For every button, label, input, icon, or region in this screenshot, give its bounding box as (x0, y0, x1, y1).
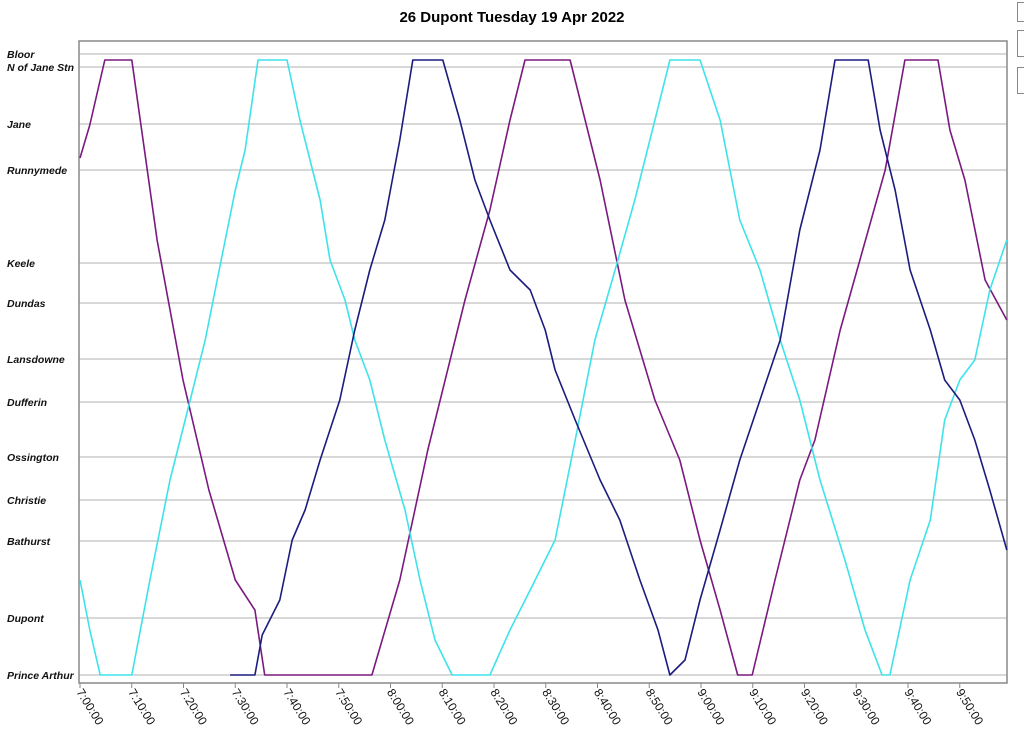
y-tick-label: Bathurst (7, 536, 51, 548)
y-tick-label: Runnymede (7, 165, 67, 177)
series-line-vehicle-purple (79, 59, 1008, 676)
y-tick-label: Jane (7, 119, 31, 131)
x-tick-label: 9:00:00 (694, 686, 727, 728)
x-tick-label: 8:00:00 (384, 686, 417, 728)
y-tick-label: Bloor (7, 49, 35, 61)
x-tick-label: 7:20:00 (177, 686, 210, 728)
side-control-3[interactable] (1017, 67, 1024, 94)
chart-title: 26 Dupont Tuesday 19 Apr 2022 (399, 9, 625, 26)
side-control-2[interactable] (1017, 30, 1024, 57)
x-tick-label: 9:10:00 (746, 686, 779, 728)
x-tick-label: 7:40:00 (280, 686, 313, 728)
y-tick-label: Christie (7, 495, 46, 507)
y-tick-label: Dupont (7, 613, 44, 625)
x-tick-label: 9:30:00 (850, 686, 883, 728)
y-tick-label: Dufferin (7, 397, 47, 409)
x-tick-label: 8:40:00 (591, 686, 624, 728)
x-tick-label: 7:50:00 (332, 686, 365, 728)
y-tick-label: Prince Arthur (7, 670, 75, 682)
x-tick-label: 7:30:00 (229, 686, 262, 728)
x-tick-label: 7:00:00 (73, 686, 106, 728)
x-tick-label: 9:40:00 (901, 686, 934, 728)
x-tick-label: 9:50:00 (953, 686, 986, 728)
x-tick-label: 7:10:00 (125, 686, 158, 728)
y-tick-label: Keele (7, 258, 35, 270)
series-line-vehicle-cyan (79, 59, 1008, 676)
plot-area (78, 40, 1008, 684)
y-tick-label: N of Jane Stn (7, 62, 74, 74)
x-tick-label: 8:20:00 (487, 686, 520, 728)
x-tick-label: 8:50:00 (643, 686, 676, 728)
x-tick-label: 8:30:00 (539, 686, 572, 728)
y-tick-label: Lansdowne (7, 354, 65, 366)
series-line-vehicle-navy (230, 59, 1008, 676)
x-tick-label: 8:10:00 (436, 686, 469, 728)
y-tick-label: Dundas (7, 298, 46, 310)
side-control-1[interactable] (1017, 2, 1024, 22)
y-tick-label: Ossington (7, 452, 59, 464)
x-tick-label: 9:20:00 (798, 686, 831, 728)
